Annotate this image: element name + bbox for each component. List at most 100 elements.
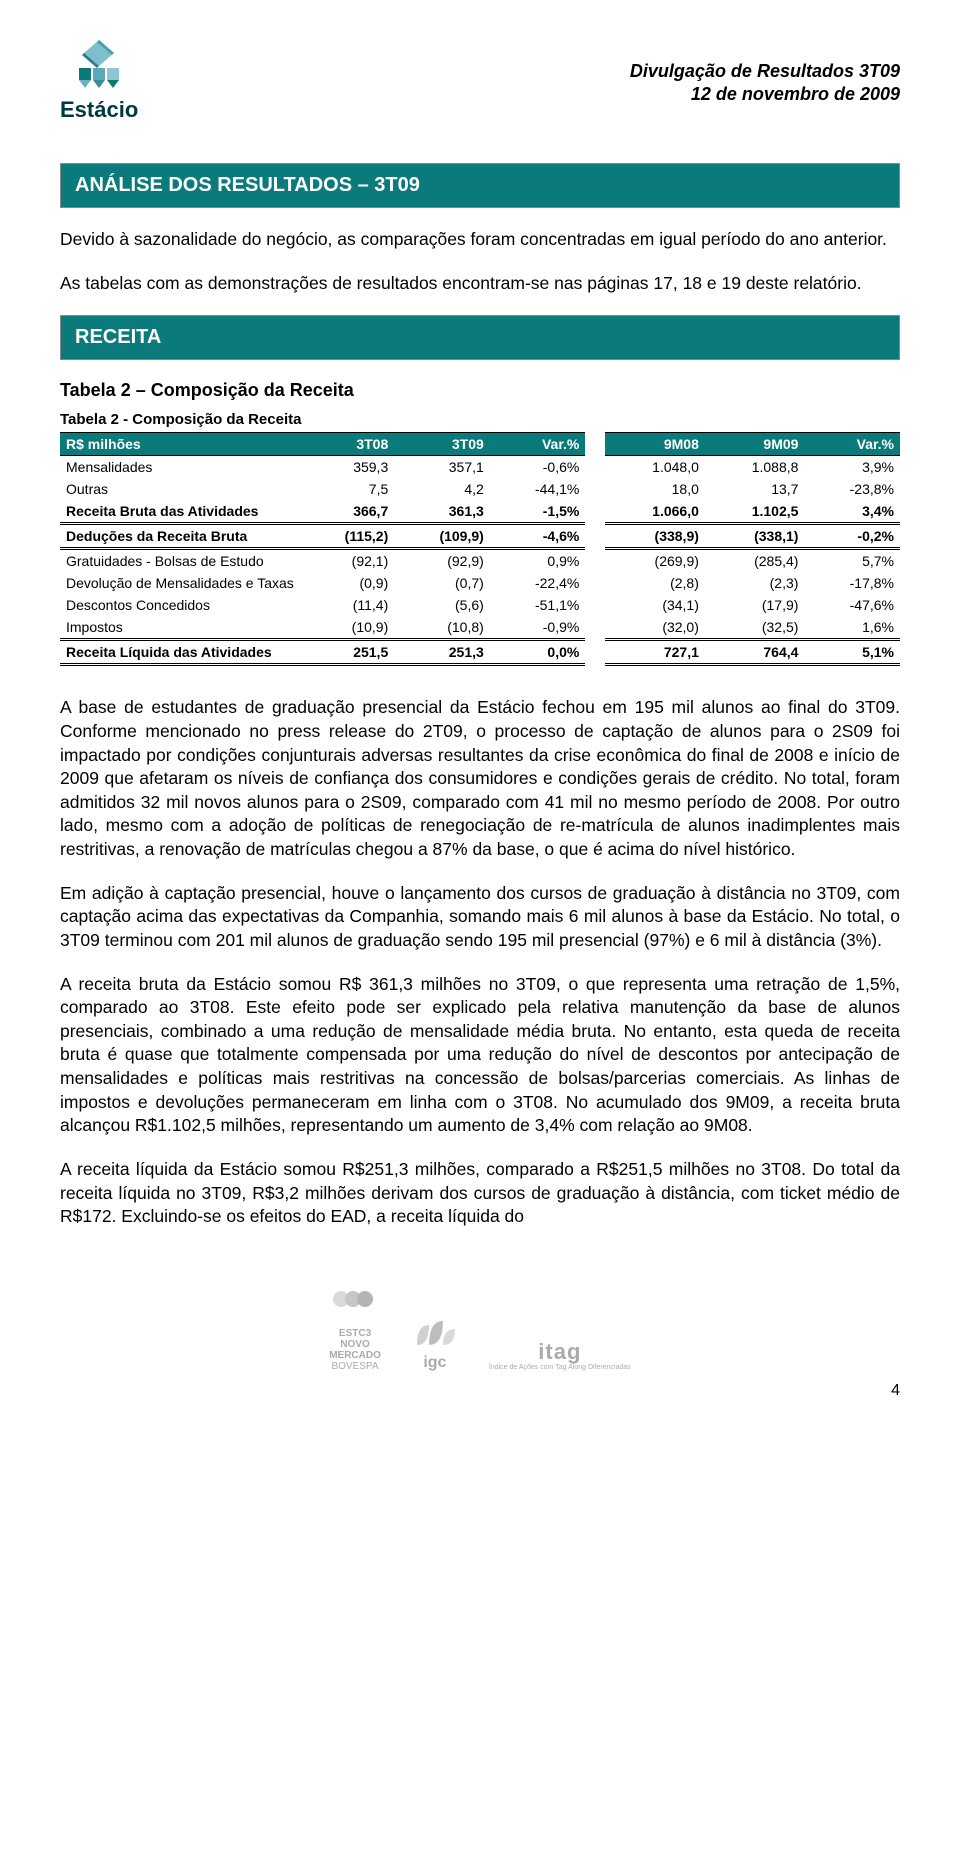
row-label: Receita Bruta das Atividades	[60, 500, 300, 524]
cell: 13,7	[705, 478, 805, 500]
row-label: Deduções da Receita Bruta	[60, 524, 300, 549]
footer-logos-row: ESTC3 NOVO MERCADO BOVESPA igc itag Índi…	[329, 1289, 631, 1372]
brand-logo-block: Estácio	[60, 40, 138, 123]
cell: (92,1)	[300, 549, 394, 573]
cell: (17,9)	[705, 594, 805, 616]
page-footer: ESTC3 NOVO MERCADO BOVESPA igc itag Índi…	[60, 1289, 900, 1400]
doc-title-line1: Divulgação de Resultados 3T09	[630, 60, 900, 83]
footer-logo-itag: itag Índice de Ações com Tag Along Difer…	[489, 1340, 631, 1372]
page-header: Estácio Divulgação de Resultados 3T09 12…	[60, 40, 900, 123]
table-row: Mensalidades359,3357,1-0,6% 1.048,01.088,…	[60, 456, 900, 479]
cell: (269,9)	[605, 549, 705, 573]
cell: 1.088,8	[705, 456, 805, 479]
table-row: Devolução de Mensalidades e Taxas(0,9)(0…	[60, 572, 900, 594]
row-label: Gratuidades - Bolsas de Estudo	[60, 549, 300, 573]
cell: 366,7	[300, 500, 394, 524]
cell: 357,1	[394, 456, 490, 479]
cell: (0,9)	[300, 572, 394, 594]
cell: 1,6%	[804, 616, 900, 640]
table2-header-row: R$ milhões 3T08 3T09 Var.% 9M08 9M09 Var…	[60, 433, 900, 456]
section-receita-heading: RECEITA	[60, 315, 900, 360]
cell: 361,3	[394, 500, 490, 524]
col-var-b: Var.%	[804, 433, 900, 456]
body-paragraph-2: Em adição à captação presencial, houve o…	[60, 882, 900, 953]
row-label: Mensalidades	[60, 456, 300, 479]
table-row: Gratuidades - Bolsas de Estudo(92,1)(92,…	[60, 549, 900, 573]
cell: 3,9%	[804, 456, 900, 479]
cell: (338,9)	[605, 524, 705, 549]
page-number: 4	[891, 1382, 900, 1400]
cell: -0,2%	[804, 524, 900, 549]
table2-title: Tabela 2 – Composição da Receita	[60, 380, 900, 401]
row-label: Impostos	[60, 616, 300, 640]
footer-logo-igc: igc	[411, 1315, 459, 1372]
analise-paragraph-1: Devido à sazonalidade do negócio, as com…	[60, 228, 900, 252]
cell: (109,9)	[394, 524, 490, 549]
cell: (34,1)	[605, 594, 705, 616]
cell: 18,0	[605, 478, 705, 500]
row-label: Outras	[60, 478, 300, 500]
estacio-logo-icon	[69, 40, 129, 95]
gap-column	[585, 433, 605, 456]
cell: -0,9%	[490, 616, 586, 640]
cell: 1.048,0	[605, 456, 705, 479]
cell: 1.102,5	[705, 500, 805, 524]
cell: 251,3	[394, 640, 490, 665]
row-label: Devolução de Mensalidades e Taxas	[60, 572, 300, 594]
cell: 4,2	[394, 478, 490, 500]
cell: 764,4	[705, 640, 805, 665]
table-row: Impostos(10,9)(10,8)-0,9% (32,0)(32,5)1,6…	[60, 616, 900, 640]
section-analise-heading: ANÁLISE DOS RESULTADOS – 3T09	[60, 163, 900, 208]
table2-composicao-receita: R$ milhões 3T08 3T09 Var.% 9M08 9M09 Var…	[60, 432, 900, 666]
analise-paragraph-2: As tabelas com as demonstrações de resul…	[60, 272, 900, 296]
cell: -17,8%	[804, 572, 900, 594]
body-paragraph-3: A receita bruta da Estácio somou R$ 361,…	[60, 973, 900, 1138]
row-label: Descontos Concedidos	[60, 594, 300, 616]
row-label: Receita Líquida das Atividades	[60, 640, 300, 665]
footer-logo-novo-mercado: ESTC3 NOVO MERCADO BOVESPA	[329, 1289, 381, 1372]
cell: (285,4)	[705, 549, 805, 573]
cell: -44,1%	[490, 478, 586, 500]
cell: -47,6%	[804, 594, 900, 616]
cell: (0,7)	[394, 572, 490, 594]
doc-title-line2: 12 de novembro de 2009	[630, 83, 900, 106]
cell: 5,7%	[804, 549, 900, 573]
cell: -1,5%	[490, 500, 586, 524]
col-9m08: 9M08	[605, 433, 705, 456]
cell: (11,4)	[300, 594, 394, 616]
page-root: Estácio Divulgação de Resultados 3T09 12…	[0, 0, 960, 1430]
cell: -23,8%	[804, 478, 900, 500]
cell: (5,6)	[394, 594, 490, 616]
col-header-label: R$ milhões	[60, 433, 300, 456]
brand-name: Estácio	[60, 97, 138, 123]
cell: 359,3	[300, 456, 394, 479]
document-title: Divulgação de Resultados 3T09 12 de nove…	[630, 60, 900, 107]
cell: -51,1%	[490, 594, 586, 616]
cell: (10,8)	[394, 616, 490, 640]
body-paragraph-1: A base de estudantes de graduação presen…	[60, 696, 900, 861]
table2-subtitle: Tabela 2 - Composição da Receita	[60, 411, 900, 428]
cell: (115,2)	[300, 524, 394, 549]
body-paragraph-4: A receita líquida da Estácio somou R$251…	[60, 1158, 900, 1229]
col-3t08: 3T08	[300, 433, 394, 456]
cell: 5,1%	[804, 640, 900, 665]
cell: -22,4%	[490, 572, 586, 594]
cell: 0,0%	[490, 640, 586, 665]
table-row: Outras7,54,2-44,1% 18,013,7-23,8%	[60, 478, 900, 500]
cell: (2,3)	[705, 572, 805, 594]
cell: -0,6%	[490, 456, 586, 479]
cell: (338,1)	[705, 524, 805, 549]
cell: 7,5	[300, 478, 394, 500]
table-row: Receita Bruta das Atividades366,7361,3-1…	[60, 500, 900, 524]
col-var-a: Var.%	[490, 433, 586, 456]
table-row: Descontos Concedidos(11,4)(5,6)-51,1% (34…	[60, 594, 900, 616]
table-row: Receita Líquida das Atividades251,5251,3…	[60, 640, 900, 665]
table-row: Deduções da Receita Bruta(115,2)(109,9) -…	[60, 524, 900, 549]
cell: (10,9)	[300, 616, 394, 640]
cell: 0,9%	[490, 549, 586, 573]
cell: (32,0)	[605, 616, 705, 640]
col-9m09: 9M09	[705, 433, 805, 456]
cell: (32,5)	[705, 616, 805, 640]
cell: 727,1	[605, 640, 705, 665]
cell: (92,9)	[394, 549, 490, 573]
